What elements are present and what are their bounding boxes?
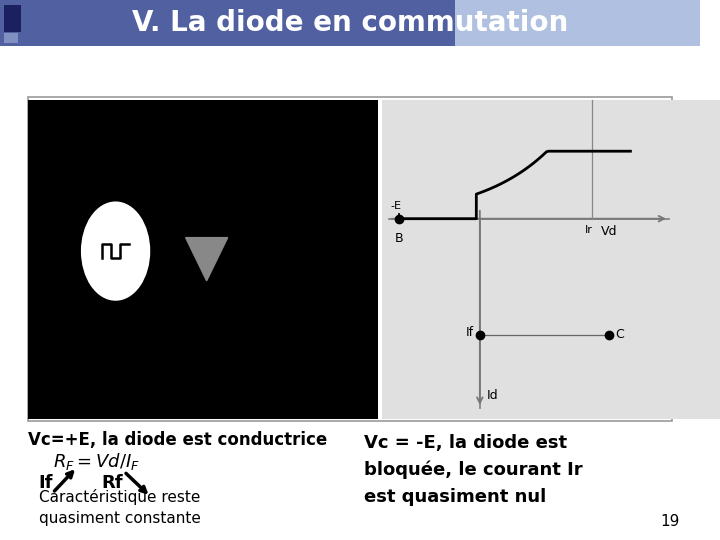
Text: -E: -E: [390, 200, 401, 211]
Text: 19: 19: [660, 514, 680, 529]
Text: $R_F=Vd/I_F$: $R_F=Vd/I_F$: [53, 451, 140, 472]
Text: If: If: [466, 326, 474, 339]
Text: Id: Id: [487, 389, 498, 402]
FancyBboxPatch shape: [455, 0, 701, 46]
Text: Ir: Ir: [585, 225, 593, 235]
FancyBboxPatch shape: [28, 100, 378, 418]
Text: C: C: [615, 328, 624, 341]
FancyBboxPatch shape: [382, 100, 720, 418]
Text: Vc=+E, la diode est conductrice: Vc=+E, la diode est conductrice: [28, 431, 328, 449]
Text: Vc = -E, la diode est
bloquée, le courant Ir
est quasiment nul: Vc = -E, la diode est bloquée, le couran…: [364, 434, 583, 505]
FancyBboxPatch shape: [4, 5, 21, 32]
Text: V. La diode en commutation: V. La diode en commutation: [132, 9, 568, 37]
Ellipse shape: [82, 202, 149, 300]
Text: If: If: [39, 474, 53, 492]
Text: Rf: Rf: [102, 474, 123, 492]
Text: Caractéristique reste
quasiment constante: Caractéristique reste quasiment constant…: [39, 489, 200, 526]
FancyBboxPatch shape: [0, 0, 455, 46]
Text: B: B: [395, 232, 404, 245]
FancyBboxPatch shape: [28, 97, 672, 421]
FancyBboxPatch shape: [4, 33, 17, 43]
Text: Vd: Vd: [601, 225, 618, 238]
Polygon shape: [186, 238, 228, 281]
FancyBboxPatch shape: [0, 0, 701, 46]
